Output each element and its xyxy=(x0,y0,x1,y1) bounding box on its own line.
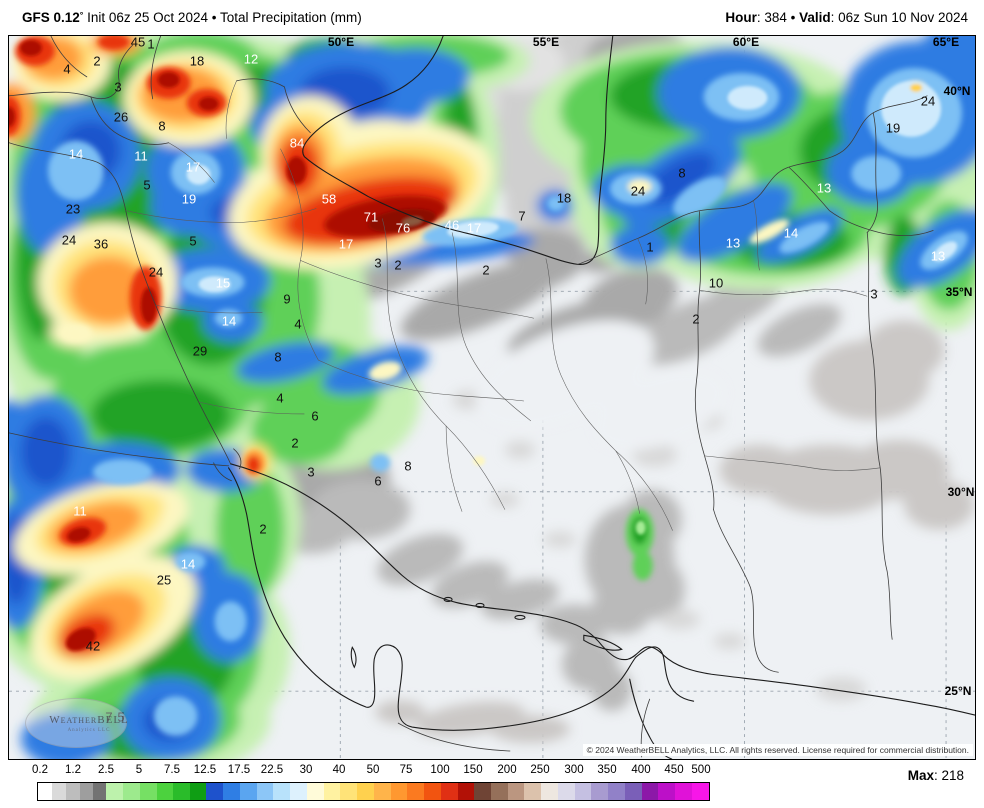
coastlines xyxy=(227,36,975,759)
colorbar-segment xyxy=(223,783,240,800)
colorbar-tick-label: 400 xyxy=(631,764,651,776)
precip-cores xyxy=(9,39,958,651)
colorbar-tick-label: 500 xyxy=(691,764,711,776)
colorbar-tick-label: 200 xyxy=(497,764,517,776)
colorbar-segment xyxy=(474,783,491,800)
colorbar-segment xyxy=(38,783,52,800)
colorbar-tick-label: 350 xyxy=(597,764,617,776)
colorbar-tick-label: 450 xyxy=(664,764,684,776)
colorbar-segment xyxy=(658,783,675,800)
colorbar-segment xyxy=(491,783,508,800)
colorbar-tick-label: 1.2 xyxy=(65,764,81,776)
colorbar-segment xyxy=(441,783,458,800)
colorbar-segment xyxy=(625,783,642,800)
copyright-notice: © 2024 WeatherBELL Analytics, LLC. All r… xyxy=(582,744,973,756)
map-header: GFS 0.12° Init 06z 25 Oct 2024 • Total P… xyxy=(0,0,984,35)
colorbar-segment xyxy=(307,783,324,800)
colorbar-segment xyxy=(123,783,140,800)
colorbar-tick-label: 250 xyxy=(530,764,550,776)
map-title: GFS 0.12° Init 06z 25 Oct 2024 • Total P… xyxy=(22,10,362,25)
colorbar-segment xyxy=(541,783,558,800)
colorbar xyxy=(37,782,710,801)
colorbar-tick-label: 100 xyxy=(430,764,450,776)
colorbar-tick-label: 75 xyxy=(399,764,413,776)
colorbar-segment xyxy=(257,783,273,800)
colorbar-tick-label: 0.2 xyxy=(32,764,48,776)
colorbar-segment xyxy=(692,783,709,800)
colorbar-footer: 0.2 1.2 2.5 5 7.5 12.5 17.5 22.5 30 40 50 75 100 150 2… xyxy=(0,760,984,808)
colorbar-segment xyxy=(558,783,575,800)
colorbar-tick-label: 50 xyxy=(366,764,380,776)
colorbar-tick-label: 7.5 xyxy=(164,764,180,776)
colorbar-tick-label: 5 xyxy=(135,764,143,776)
colorbar-segment xyxy=(508,783,524,800)
map-valid-time: Hour: 384 • Valid: 06z Sun 10 Nov 2024 xyxy=(725,10,968,25)
colorbar-tick-label: 150 xyxy=(463,764,483,776)
province-borders xyxy=(125,80,881,531)
colorbar-tick-label: 17.5 xyxy=(227,764,251,776)
colorbar-segment xyxy=(391,783,407,800)
colorbar-tick-label: 300 xyxy=(564,764,584,776)
colorbar-segment xyxy=(608,783,625,800)
colorbar-tick-label: 22.5 xyxy=(260,764,284,776)
precip-map-canvas xyxy=(9,36,975,759)
colorbar-segment xyxy=(52,783,66,800)
colorbar-segment xyxy=(190,783,206,800)
colorbar-segment xyxy=(642,783,658,800)
colorbar-segment xyxy=(407,783,424,800)
colorbar-tick-label: 30 xyxy=(299,764,313,776)
colorbar-segment xyxy=(93,783,106,800)
colorbar-tick-label: 40 xyxy=(332,764,346,776)
colorbar-segment xyxy=(240,783,257,800)
colorbar-segment xyxy=(106,783,123,800)
colorbar-segment xyxy=(675,783,692,800)
colorbar-segment xyxy=(340,783,357,800)
colorbar-segment xyxy=(157,783,173,800)
colorbar-segment xyxy=(273,783,290,800)
colorbar-tick-label: 2.5 xyxy=(98,764,114,776)
colorbar-segment xyxy=(458,783,474,800)
colorbar-segment xyxy=(140,783,157,800)
colorbar-segment xyxy=(591,783,608,800)
precip-map: 45 1 4 2 18 12 3 26 8 14 11 17 5 19 23 24 36 24 5 15 14 29 9 4 8… xyxy=(8,35,976,760)
colorbar-segment xyxy=(357,783,374,800)
colorbar-segment xyxy=(173,783,190,800)
colorbar-segment xyxy=(80,783,93,800)
colorbar-tick-label: 12.5 xyxy=(193,764,217,776)
colorbar-segment xyxy=(374,783,391,800)
max-value: Max: 218 xyxy=(907,768,964,783)
colorbar-segment xyxy=(575,783,591,800)
colorbar-segment xyxy=(206,783,223,800)
colorbar-segment xyxy=(524,783,541,800)
colorbar-segment xyxy=(66,783,80,800)
colorbar-segment xyxy=(424,783,441,800)
colorbar-segment xyxy=(324,783,340,800)
colorbar-segment xyxy=(290,783,307,800)
